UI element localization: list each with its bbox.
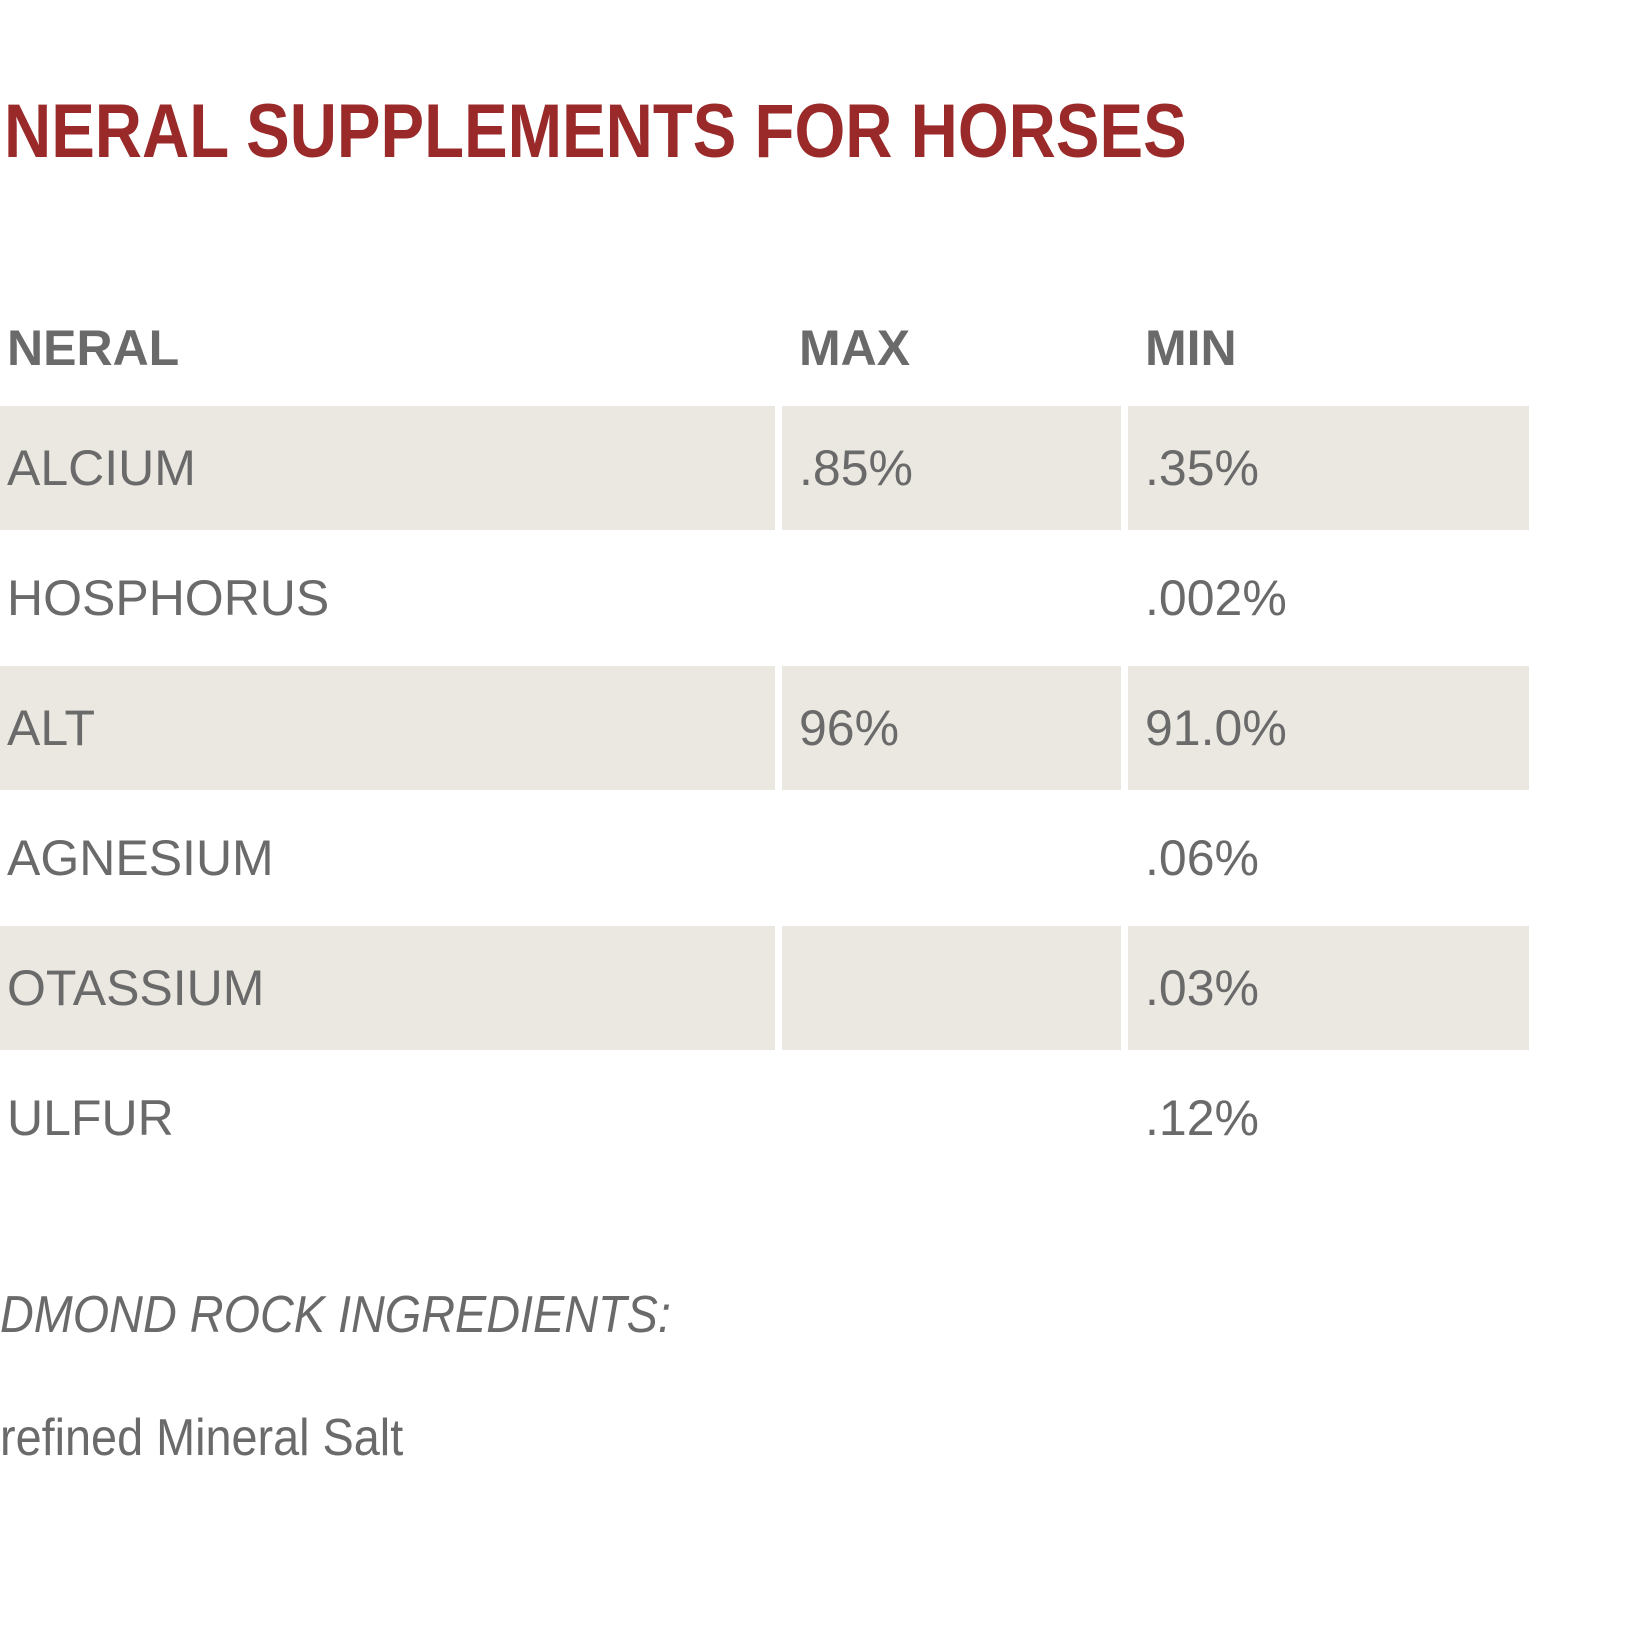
- cell-min: .002%: [1145, 570, 1287, 626]
- cell-mineral: HOSPHORUS: [7, 570, 330, 626]
- cell-max: [782, 1056, 1121, 1180]
- cell-min: .12%: [1145, 1090, 1259, 1146]
- table-row: OTASSIUM .03%: [0, 926, 1529, 1050]
- cell-min: .03%: [1128, 926, 1529, 1050]
- page-title: NERAL SUPPLEMENTS FOR HORSES: [4, 89, 1187, 174]
- table-header-row: NERAL MAX MIN: [0, 296, 1529, 400]
- cell-mineral: AGNESIUM: [7, 830, 274, 886]
- cell-min: .35%: [1128, 406, 1529, 530]
- ingredient-item: refined Mineral Salt: [0, 1409, 404, 1467]
- cell-max: [782, 926, 1121, 1050]
- cell-min: .06%: [1145, 830, 1259, 886]
- cell-mineral: ULFUR: [7, 1090, 174, 1146]
- ingredients-heading: DMOND ROCK INGREDIENTS:: [0, 1286, 671, 1344]
- cell-max: 96%: [782, 666, 1121, 790]
- table-row: HOSPHORUS .002%: [0, 536, 1529, 660]
- cell-mineral: ALT: [0, 666, 775, 790]
- header-mineral: NERAL: [7, 320, 180, 376]
- header-min: MIN: [1145, 320, 1237, 376]
- cell-mineral: ALCIUM: [0, 406, 775, 530]
- table-row: ALCIUM .85% .35%: [0, 406, 1529, 530]
- cell-min: 91.0%: [1128, 666, 1529, 790]
- cell-max: [782, 536, 1121, 660]
- table-row: ULFUR .12%: [0, 1056, 1529, 1180]
- cell-max: [782, 796, 1121, 920]
- table-row: AGNESIUM .06%: [0, 796, 1529, 920]
- cell-max: .85%: [782, 406, 1121, 530]
- cell-mineral: OTASSIUM: [0, 926, 775, 1050]
- header-max: MAX: [799, 320, 911, 376]
- table-row: ALT 96% 91.0%: [0, 666, 1529, 790]
- mineral-table: NERAL MAX MIN ALCIUM .85% .35% HOSPHORUS…: [0, 290, 1536, 1186]
